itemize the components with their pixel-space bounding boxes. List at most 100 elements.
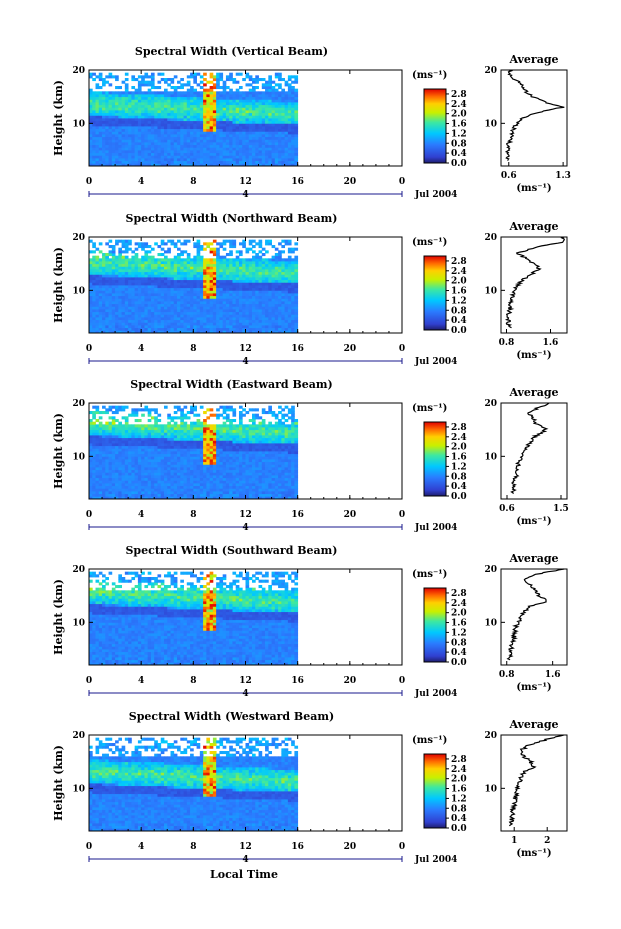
heatmap-cell [222, 147, 227, 151]
heatmap-cell [89, 99, 93, 103]
heatmap-cell [128, 317, 132, 321]
heatmap-cell [150, 136, 155, 140]
heatmap-cell [219, 99, 224, 103]
heatmap-cell [92, 144, 96, 148]
heatmap-cell [150, 453, 155, 457]
heatmap-cell [163, 485, 168, 489]
heatmap-cell [284, 330, 289, 334]
heatmap-cell [98, 75, 103, 79]
heatmap-cell [278, 271, 282, 275]
heatmap-cell [206, 282, 211, 286]
heatmap-cell [131, 255, 136, 259]
heatmap-cell [89, 131, 93, 135]
heatmap-cell [147, 136, 152, 140]
heatmap-cell [212, 86, 217, 90]
heatmap-cell [291, 322, 295, 326]
heatmap-cell [111, 451, 116, 455]
heatmap-cell [134, 311, 139, 315]
heatmap-cell [203, 306, 207, 310]
heatmap-cell [245, 144, 250, 148]
heatmap-cell [281, 290, 286, 294]
heatmap-cell [124, 242, 129, 246]
heatmap-cell [111, 419, 116, 423]
heatmap-cell [108, 429, 113, 433]
heatmap-cell [124, 440, 129, 444]
heatmap-cell [144, 255, 149, 259]
heatmap-cell [222, 136, 227, 140]
heatmap-cell [92, 285, 96, 289]
heatmap-cell [102, 298, 106, 302]
heatmap-cell [193, 242, 197, 246]
heatmap-cell [199, 255, 204, 259]
heatmap-cell [232, 131, 237, 135]
heatmap-cell [154, 131, 158, 135]
heatmap-cell [268, 258, 272, 262]
heatmap-cell [206, 91, 211, 95]
heatmap-cell [134, 413, 139, 417]
heatmap-cell [157, 139, 162, 143]
heatmap-cell [89, 440, 93, 444]
heatmap-cell [92, 128, 96, 132]
heatmap-cell [278, 112, 282, 116]
heatmap-cell [163, 448, 168, 452]
heatmap-cell [121, 496, 126, 500]
heatmap-cell [160, 104, 165, 108]
heatmap-cell [121, 464, 126, 468]
heatmap-cell [115, 419, 119, 423]
heatmap-cell [180, 139, 184, 143]
heatmap-cell [95, 277, 100, 281]
heatmap-cell [98, 330, 103, 334]
heatmap-cell [124, 118, 129, 122]
heatmap-cell [89, 147, 93, 151]
heatmap-cell [291, 150, 295, 154]
heatmap-cell [170, 327, 175, 331]
heatmap-cell [137, 269, 142, 273]
heatmap-cell [281, 128, 286, 132]
heatmap-cell [291, 301, 295, 305]
heatmap-cell [274, 126, 279, 130]
heatmap-cell [173, 261, 178, 265]
heatmap-cell [170, 435, 175, 439]
heatmap-cell [209, 144, 214, 148]
heatmap-cell [95, 491, 100, 495]
heatmap-cell [255, 147, 259, 151]
heatmap-cell [203, 102, 207, 106]
heatmap-cell [131, 298, 136, 302]
heatmap-cell [265, 120, 269, 124]
heatmap-cell [157, 277, 162, 281]
heatmap-cell [160, 123, 165, 127]
heatmap-cell [118, 293, 122, 297]
heatmap-cell [131, 134, 136, 138]
heatmap-cell [111, 271, 116, 275]
heatmap-cell [186, 110, 191, 114]
heatmap-cell [92, 107, 96, 111]
heatmap-cell [89, 325, 93, 329]
heatmap-cell [206, 136, 211, 140]
heatmap-cell [108, 298, 113, 302]
heatmap-cell [134, 419, 139, 423]
heatmap-cell [144, 110, 149, 114]
heatmap-cell [232, 128, 237, 132]
heatmap-cell [141, 427, 145, 431]
heatmap-cell [248, 314, 253, 318]
heatmap-cell [265, 290, 269, 294]
heatmap-cell [222, 99, 227, 103]
heatmap-cell [170, 309, 175, 313]
heatmap-cell [134, 459, 139, 463]
heatmap-cell [105, 131, 109, 135]
heatmap-cell [102, 317, 106, 321]
heatmap-cell [92, 427, 96, 431]
heatmap-cell [134, 295, 139, 299]
heatmap-cell [105, 277, 109, 281]
heatmap-cell [238, 282, 243, 286]
heatmap-cell [102, 429, 106, 433]
heatmap-cell [242, 104, 246, 108]
heatmap-cell [92, 322, 96, 326]
heatmap-cell [98, 467, 103, 471]
heatmap-cell [157, 266, 162, 270]
heatmap-cell [294, 88, 299, 92]
heatmap-cell [95, 126, 100, 130]
heatmap-cell [183, 274, 188, 278]
heatmap-cell [89, 469, 93, 473]
heatmap-cell [102, 483, 106, 487]
